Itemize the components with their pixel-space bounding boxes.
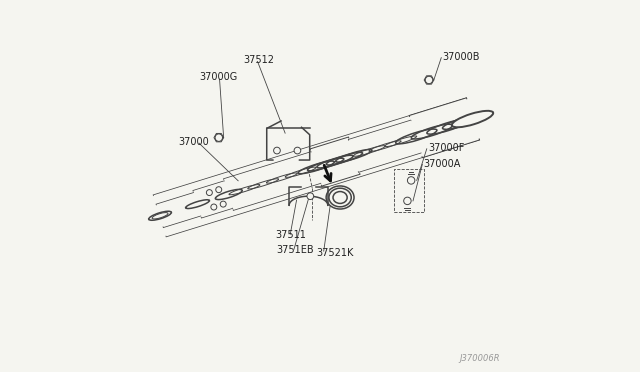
- Ellipse shape: [148, 211, 172, 220]
- Polygon shape: [349, 121, 421, 172]
- Ellipse shape: [329, 188, 351, 207]
- Circle shape: [425, 76, 433, 84]
- Polygon shape: [224, 152, 321, 210]
- Text: 37511: 37511: [275, 230, 306, 240]
- Text: 37000: 37000: [179, 137, 209, 147]
- Circle shape: [274, 147, 280, 154]
- Text: 37000G: 37000G: [199, 73, 237, 82]
- Polygon shape: [410, 99, 479, 157]
- Text: J370006R: J370006R: [460, 354, 500, 363]
- Polygon shape: [193, 181, 233, 218]
- Ellipse shape: [215, 189, 242, 199]
- Polygon shape: [310, 138, 360, 186]
- Polygon shape: [157, 192, 204, 227]
- Ellipse shape: [452, 111, 493, 127]
- Ellipse shape: [326, 186, 354, 209]
- Circle shape: [294, 147, 301, 154]
- Text: 3751EB: 3751EB: [276, 245, 314, 255]
- Polygon shape: [154, 99, 479, 236]
- Text: 37521K: 37521K: [316, 248, 354, 258]
- Ellipse shape: [333, 192, 347, 203]
- Text: 37512: 37512: [244, 55, 275, 64]
- Circle shape: [215, 134, 223, 141]
- Text: 37000A: 37000A: [423, 159, 460, 169]
- Text: 37000F: 37000F: [428, 143, 464, 153]
- Circle shape: [307, 193, 314, 199]
- Ellipse shape: [186, 200, 209, 209]
- Circle shape: [404, 197, 411, 205]
- Circle shape: [408, 177, 415, 184]
- Text: 37000B: 37000B: [442, 52, 479, 62]
